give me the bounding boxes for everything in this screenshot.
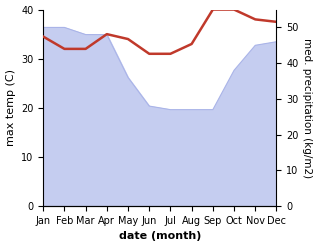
Y-axis label: max temp (C): max temp (C): [5, 69, 16, 146]
X-axis label: date (month): date (month): [119, 231, 201, 242]
Y-axis label: med. precipitation (kg/m2): med. precipitation (kg/m2): [302, 38, 313, 178]
